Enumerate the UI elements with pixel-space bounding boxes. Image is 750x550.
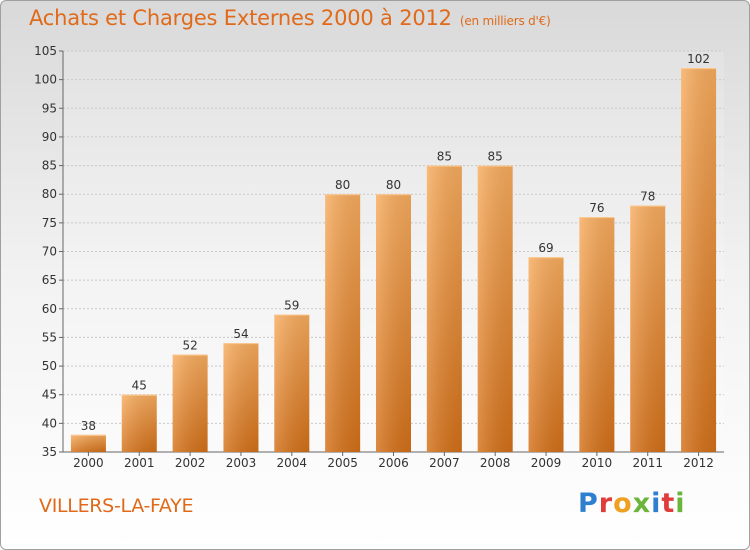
y-tick-label: 100 bbox=[34, 73, 57, 87]
x-tick-label: 2012 bbox=[683, 456, 714, 470]
bar-shade bbox=[121, 394, 157, 452]
x-tick-label: 2001 bbox=[124, 456, 155, 470]
x-tick-label: 2005 bbox=[327, 456, 358, 470]
data-label: 52 bbox=[182, 339, 197, 353]
x-tick-label: 2006 bbox=[378, 456, 409, 470]
y-tick-label: 50 bbox=[42, 359, 57, 373]
bar-shade bbox=[681, 68, 717, 452]
data-label: 80 bbox=[335, 178, 350, 192]
chart-title-text: Achats et Charges Externes 2000 à 2012 bbox=[29, 6, 452, 30]
x-tick-label: 2008 bbox=[480, 456, 511, 470]
data-label: 54 bbox=[233, 327, 248, 341]
x-tick-label: 2003 bbox=[226, 456, 257, 470]
x-tick-label: 2002 bbox=[175, 456, 206, 470]
y-tick-label: 70 bbox=[42, 245, 57, 259]
bar-shade bbox=[528, 257, 564, 452]
data-label: 80 bbox=[386, 178, 401, 192]
bar-shade bbox=[223, 343, 259, 452]
bar-shade bbox=[172, 354, 208, 452]
proxiti-logo: Proxiti bbox=[578, 488, 686, 519]
x-tick-label: 2004 bbox=[277, 456, 308, 470]
x-tick-label: 2009 bbox=[531, 456, 562, 470]
y-tick-label: 85 bbox=[42, 159, 57, 173]
y-tick-label: 105 bbox=[34, 44, 57, 58]
bar-shade bbox=[325, 194, 361, 452]
y-tick-label: 90 bbox=[42, 130, 57, 144]
data-label: 59 bbox=[284, 299, 299, 313]
y-tick-label: 80 bbox=[42, 187, 57, 201]
data-label: 38 bbox=[81, 419, 96, 433]
y-tick-label: 45 bbox=[42, 388, 57, 402]
y-tick-label: 40 bbox=[42, 416, 57, 430]
x-tick-label: 2011 bbox=[632, 456, 663, 470]
chart-subtitle: (en milliers d'€) bbox=[459, 14, 551, 28]
y-tick-label: 55 bbox=[42, 330, 57, 344]
data-label: 85 bbox=[488, 150, 503, 164]
x-tick-label: 2007 bbox=[429, 456, 460, 470]
y-tick-label: 95 bbox=[42, 101, 57, 115]
y-tick-label: 60 bbox=[42, 302, 57, 316]
chart-title: Achats et Charges Externes 2000 à 2012 (e… bbox=[29, 6, 551, 30]
y-tick-label: 35 bbox=[42, 445, 57, 459]
bar-shade bbox=[630, 205, 666, 452]
bar-shade bbox=[477, 165, 513, 453]
x-tick-label: 2010 bbox=[582, 456, 613, 470]
x-tick-label: 2000 bbox=[73, 456, 104, 470]
data-label: 69 bbox=[538, 241, 553, 255]
place-name: VILLERS-LA-FAYE bbox=[39, 495, 194, 517]
data-label: 78 bbox=[640, 190, 655, 204]
data-label: 102 bbox=[687, 52, 710, 66]
y-tick-label: 65 bbox=[42, 273, 57, 287]
y-tick-label: 75 bbox=[42, 216, 57, 230]
bar-shade bbox=[70, 434, 106, 452]
bar-shade bbox=[426, 165, 462, 453]
bar-layer: 38 45 52 54 59 80 80 85 85 69 76 78 102 bbox=[70, 52, 717, 453]
bar-shade bbox=[376, 194, 411, 452]
data-label: 76 bbox=[589, 201, 604, 215]
axis-layer: 35 40 45 50 55 60 65 70 75 80 85 90 95 100 105 2000 2001… bbox=[34, 44, 724, 470]
data-label: 45 bbox=[132, 379, 147, 393]
bar-shade bbox=[274, 314, 310, 452]
data-label: 85 bbox=[437, 150, 452, 164]
bar-shade bbox=[579, 217, 615, 452]
